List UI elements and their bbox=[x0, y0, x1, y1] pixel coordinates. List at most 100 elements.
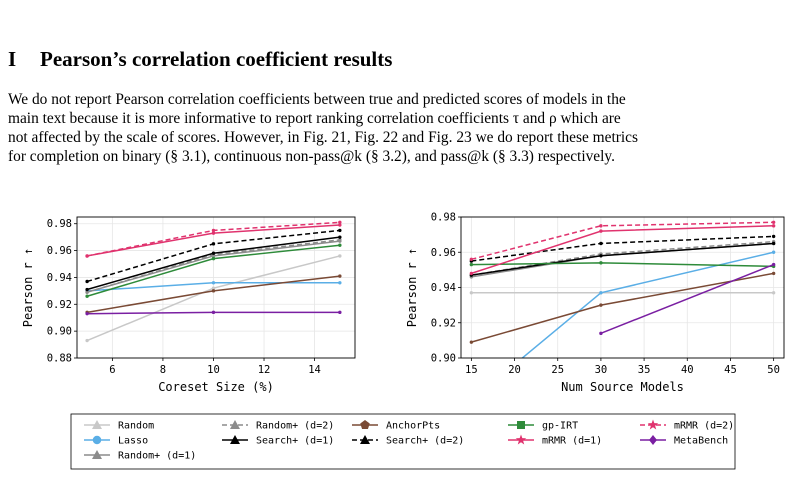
x-tick-label: 20 bbox=[508, 364, 521, 376]
data-point-random-d-2 bbox=[85, 290, 89, 294]
y-tick-label: 0.92 bbox=[47, 299, 72, 311]
data-point-search-d-2 bbox=[599, 241, 603, 246]
data-point-mrmr-d-1 bbox=[469, 271, 474, 276]
data-point-mrmr-d-2 bbox=[211, 228, 216, 233]
legend-label: Search+ (d=1) bbox=[256, 436, 334, 447]
x-axis-label: Coreset Size (%) bbox=[158, 380, 274, 394]
data-point-search-d-1 bbox=[338, 235, 342, 239]
series-line-random-d-1 bbox=[471, 242, 774, 278]
series-line-lasso bbox=[521, 251, 774, 358]
legend-label: gp-IRT bbox=[542, 421, 578, 432]
x-tick-label: 35 bbox=[638, 364, 651, 376]
data-point-search-d-2 bbox=[338, 228, 342, 233]
paragraph-line-3: not affected by the scale of scores. How… bbox=[8, 129, 638, 146]
y-tick-label: 0.90 bbox=[47, 326, 72, 338]
legend-marker bbox=[515, 434, 527, 445]
legend-item-random: Random bbox=[84, 420, 154, 432]
chart-num-source-models: 15 20 25 30 35 40 45 50 0.90 0.92 0.94 0.96 0.98 Num … bbox=[405, 212, 785, 402]
series-line-metabench bbox=[600, 263, 774, 335]
data-point-mrmr-d-1 bbox=[211, 231, 216, 235]
legend-marker bbox=[230, 420, 240, 429]
data-point-lasso bbox=[771, 250, 776, 254]
legend-label: MetaBench bbox=[674, 436, 728, 447]
legend-item-search-d-1: Search+ (d=1) bbox=[222, 435, 334, 447]
data-point-random-d-2 bbox=[338, 238, 342, 242]
data-point-gp-irt bbox=[211, 256, 216, 261]
data-point-search-d-1 bbox=[771, 241, 776, 246]
section-number: I bbox=[8, 47, 17, 71]
data-point-gp-irt bbox=[338, 243, 342, 247]
data-point-anchorpts bbox=[338, 274, 342, 278]
data-point-mrmr-d-1 bbox=[771, 224, 776, 228]
legend: Random Lasso Random+ (d=1) Random+ (d=2) Sea… bbox=[70, 413, 736, 470]
data-point-search-d-1 bbox=[599, 254, 603, 258]
body-paragraph: We do not report Pearson correlation coe… bbox=[8, 90, 798, 166]
legend-item-anchorpts: AnchorPts bbox=[352, 420, 440, 432]
x-tick-label: 14 bbox=[308, 364, 321, 376]
data-point-gp-irt bbox=[469, 262, 474, 267]
legend-item-search-d-2: Search+ (d=2) bbox=[352, 435, 464, 447]
data-point-mrmr-d-2 bbox=[599, 224, 603, 228]
plot-area bbox=[469, 220, 776, 402]
data-point-metabench bbox=[338, 310, 342, 315]
y-tick-label: 0.90 bbox=[431, 353, 456, 365]
y-tick-label: 0.88 bbox=[47, 353, 72, 365]
series-line-search-d-2 bbox=[471, 235, 774, 262]
y-tick-label: 0.98 bbox=[47, 218, 72, 230]
legend-marker bbox=[360, 420, 370, 430]
x-tick-label: 8 bbox=[160, 364, 166, 376]
legend-marker bbox=[92, 435, 102, 445]
legend-label: Random+ (d=1) bbox=[118, 451, 196, 462]
legend-label: mRMR (d=1) bbox=[542, 436, 602, 447]
plot-area bbox=[85, 220, 342, 343]
legend-label: mRMR (d=2) bbox=[674, 421, 734, 432]
x-tick-label: 6 bbox=[109, 364, 115, 376]
y-tick-label: 0.98 bbox=[431, 212, 456, 224]
data-point-random bbox=[771, 291, 776, 295]
data-point-gp-irt bbox=[85, 294, 89, 298]
x-tick-label: 12 bbox=[258, 364, 271, 376]
data-point-lasso bbox=[470, 399, 473, 402]
data-point-mrmr-d-2 bbox=[771, 220, 776, 224]
x-tick-label: 30 bbox=[595, 364, 608, 376]
data-point-random bbox=[211, 286, 216, 290]
legend-marker bbox=[230, 435, 240, 444]
y-axis-label: Pearson r ↑ bbox=[405, 248, 419, 327]
x-tick-label: 15 bbox=[465, 364, 478, 376]
chart-coreset-size: 6 8 10 12 14 0.88 0.90 0.92 0.94 0.96 0.98 Coreset … bbox=[21, 216, 356, 394]
legend-marker bbox=[360, 435, 370, 444]
y-tick-label: 0.94 bbox=[47, 272, 72, 284]
data-point-search-d-2 bbox=[85, 279, 89, 284]
x-tick-label: 25 bbox=[551, 364, 564, 376]
paragraph-line-4: for completion on binary (§ 3.1), contin… bbox=[8, 148, 615, 165]
legend-marker bbox=[647, 419, 659, 430]
data-point-anchorpts bbox=[771, 271, 776, 276]
legend-box bbox=[70, 413, 736, 470]
data-point-metabench bbox=[771, 262, 776, 267]
series-line-mrmr-d-2 bbox=[471, 221, 774, 261]
legend-marker bbox=[92, 420, 102, 429]
paragraph-line-1: We do not report Pearson correlation coe… bbox=[8, 91, 626, 108]
data-point-mrmr-d-1 bbox=[599, 229, 603, 233]
data-point-random bbox=[469, 291, 474, 295]
x-tick-label: 45 bbox=[724, 364, 737, 376]
x-tick-label: 50 bbox=[767, 364, 780, 376]
y-tick-label: 0.96 bbox=[431, 247, 456, 259]
data-point-lasso bbox=[211, 281, 216, 285]
data-point-random bbox=[338, 254, 342, 258]
section-heading: I Pearson’s correlation coefficient resul… bbox=[8, 47, 392, 72]
section-title: Pearson’s correlation coefficient result… bbox=[40, 47, 393, 71]
legend-item-mrmr-d-1: mRMR (d=1) bbox=[508, 434, 602, 447]
data-point-search-d-1 bbox=[85, 287, 89, 292]
data-point-search-d-1 bbox=[211, 251, 216, 255]
axes-frame bbox=[76, 216, 356, 359]
data-point-random bbox=[85, 338, 89, 343]
legend-marker bbox=[92, 450, 102, 459]
data-point-anchorpts bbox=[211, 289, 216, 293]
legend-label: Random bbox=[118, 421, 154, 432]
data-point-metabench bbox=[599, 331, 603, 336]
x-axis-label: Num Source Models bbox=[561, 380, 684, 394]
data-point-mrmr-d-1 bbox=[338, 223, 342, 227]
legend-marker bbox=[517, 421, 525, 429]
